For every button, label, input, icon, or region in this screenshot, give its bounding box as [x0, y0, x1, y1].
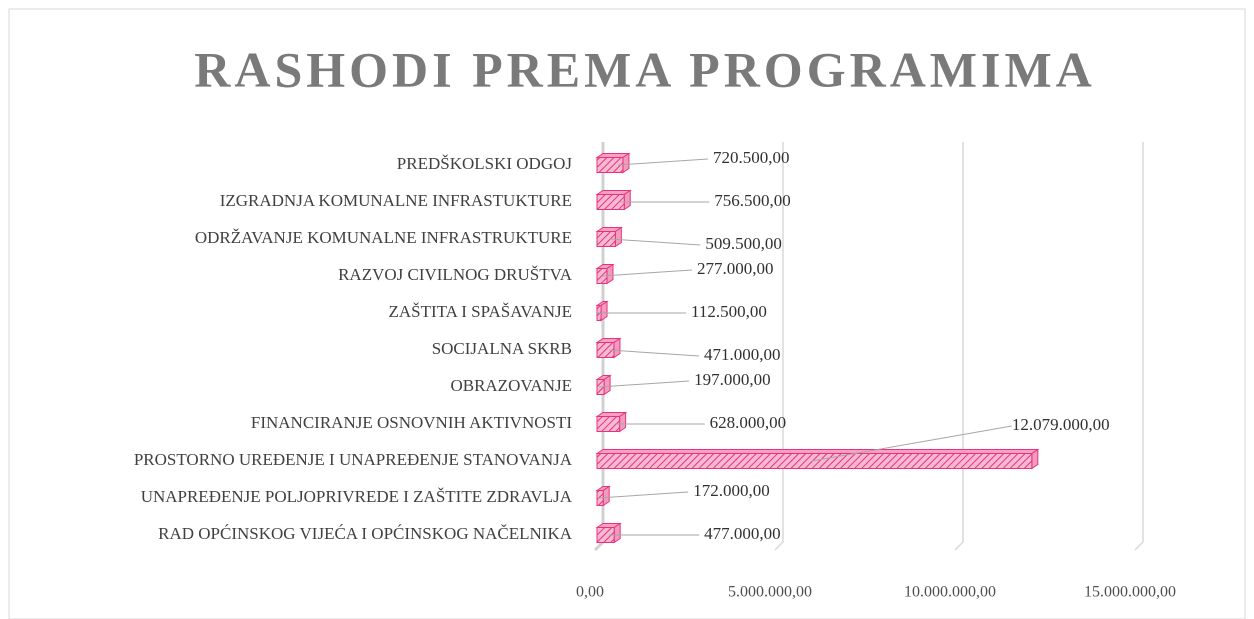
x-tick-label: 15.000.000,00: [1084, 584, 1176, 601]
bar-side: [622, 152, 630, 174]
bar-side: [600, 300, 608, 322]
bar-side: [1031, 448, 1039, 470]
x-tick-label: 5.000.000,00: [728, 584, 812, 601]
category-label: UNAPREĐENJE POLJOPRIVREDE I ZAŠTITE ZDRA…: [141, 487, 573, 506]
category-label: ODRŽAVANJE KOMUNALNE INFRASTRUKTURE: [195, 228, 572, 247]
category-label: FINANCIRANJE OSNOVNIH AKTIVNOSTI: [251, 413, 572, 432]
bar-side: [623, 189, 631, 211]
bar-top: [595, 449, 1040, 454]
value-label: 628.000,00: [710, 413, 787, 432]
value-label: 172.000,00: [693, 481, 770, 500]
category-label: RAD OPĆINSKOG VIJEĆA I OPĆINSKOG NAČELNI…: [158, 524, 573, 543]
grid-line: [1134, 142, 1144, 551]
x-tick-label: 10.000.000,00: [904, 584, 996, 601]
leader-line: [598, 491, 689, 499]
value-label: 720.500,00: [713, 148, 790, 167]
leader-line: [610, 238, 701, 246]
category-label: ZAŠTITA I SPAŠAVANJE: [389, 302, 573, 321]
value-label: 12.079.000,00: [1012, 415, 1110, 434]
value-label: 471.000,00: [704, 345, 781, 364]
chart-border: [8, 8, 1246, 619]
category-label: SOCIJALNA SKRB: [432, 339, 572, 358]
category-label: IZGRADNJA KOMUNALNE INFRASTUKTURE: [220, 191, 572, 210]
x-tick-label: 0,00: [576, 584, 604, 601]
bar-side: [606, 263, 614, 285]
grid-line: [774, 142, 784, 551]
bar-side: [603, 374, 611, 396]
category-label: OBRAZOVANJE: [450, 376, 572, 395]
value-label: 477.000,00: [704, 524, 781, 543]
bar-side: [613, 337, 621, 359]
value-label: 756.500,00: [714, 191, 791, 210]
leader-line: [811, 425, 1012, 462]
value-label: 112.500,00: [691, 302, 767, 321]
bar-side: [602, 485, 610, 507]
bar-side: [619, 411, 627, 433]
bar-side: [613, 522, 621, 544]
bar-side: [614, 226, 622, 248]
category-label: RAZVOJ CIVILNOG DRUŠTVA: [338, 265, 573, 284]
value-label: 509.500,00: [705, 234, 782, 253]
category-label: PROSTORNO UREĐENJE I UNAPREĐENJE STANOVA…: [134, 450, 573, 469]
value-label: 277.000,00: [697, 259, 774, 278]
leader-line: [599, 380, 690, 388]
leader-line: [601, 269, 693, 277]
category-label: PREDŠKOLSKI ODGOJ: [397, 154, 573, 173]
value-label: 197.000,00: [694, 370, 771, 389]
leader-line: [617, 158, 708, 166]
leader-line: [608, 349, 699, 357]
grid-line: [954, 142, 964, 551]
chart-title: RASHODI PREMA PROGRAMIMA: [194, 41, 1096, 97]
